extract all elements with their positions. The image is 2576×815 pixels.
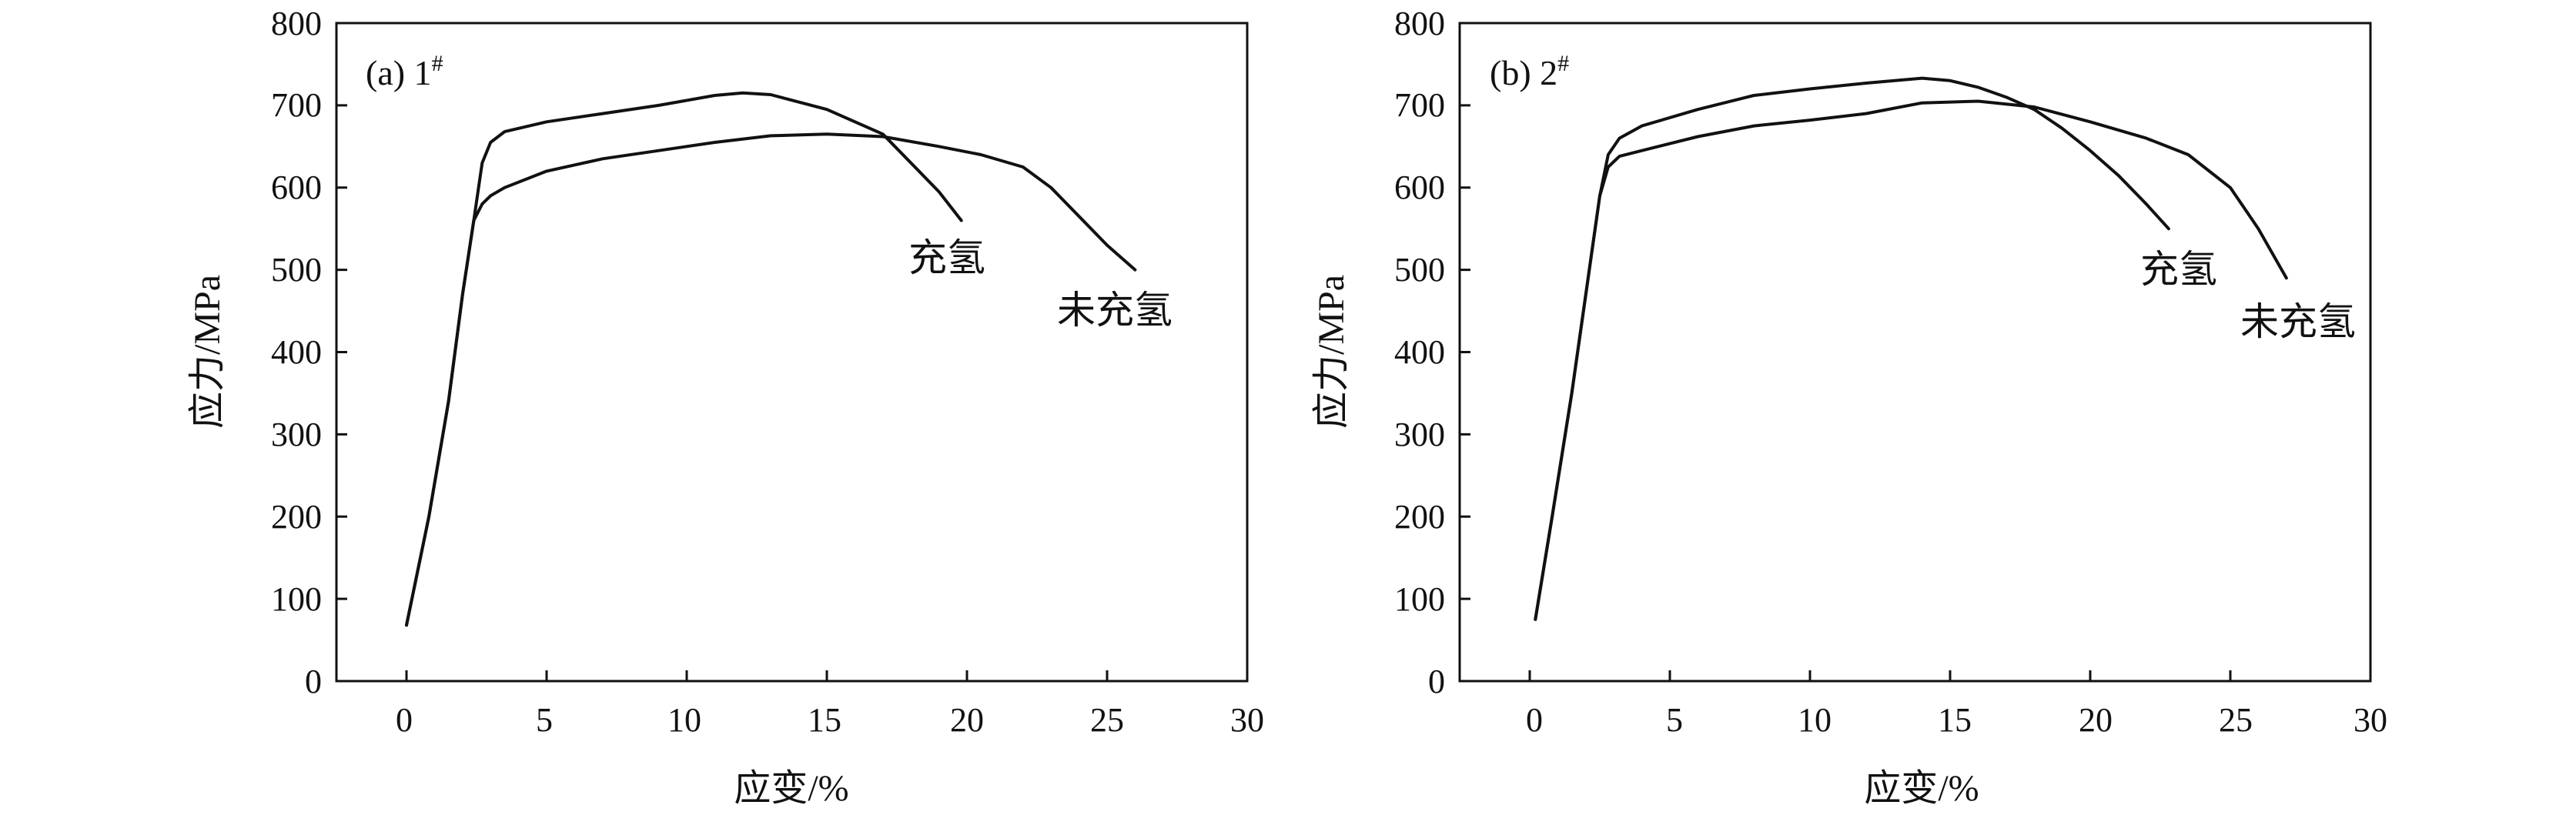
x-tick-label: 0	[396, 701, 413, 739]
y-tick-label: 400	[1394, 333, 1445, 371]
x-tick-label: 5	[1666, 701, 1683, 739]
y-tick-label: 800	[271, 5, 322, 42]
curve-label-uncharged-a: 未充氢	[1057, 288, 1173, 332]
y-tick-label: 300	[271, 416, 322, 453]
y-tick-label: 500	[1394, 251, 1445, 289]
x-tick-label: 15	[1938, 701, 1972, 739]
chart-panel-b: 0 100 200 300 400 500 600 700 800 0 5 10…	[1311, 5, 2387, 809]
y-axis-title-a: 应力/MPa	[187, 275, 228, 429]
series-group-a	[405, 91, 1137, 627]
plot-frame-a	[335, 22, 1249, 683]
y-tick-label: 0	[1428, 663, 1445, 700]
series-line	[405, 91, 963, 627]
panel-label-text: (a) 1	[366, 53, 432, 92]
y-tick-labels-b: 0 100 200 300 400 500 600 700 800	[1394, 5, 1445, 700]
x-tick-label: 20	[950, 701, 984, 739]
series-line	[405, 132, 1137, 627]
x-tick-label: 20	[2079, 701, 2113, 739]
x-tick-labels-b: 0 5 10 15 20 25 30	[1526, 701, 2387, 739]
x-tick-label: 5	[536, 701, 553, 739]
x-tick-label: 10	[1798, 701, 1832, 739]
series-line	[1534, 99, 2288, 621]
y-tick-label: 700	[271, 86, 322, 124]
series-group-b	[1534, 76, 2288, 621]
x-tick-labels-a: 0 5 10 15 20 25 30	[396, 701, 1264, 739]
panel-label-b: (b) 2#	[1490, 51, 1569, 92]
y-tick-label: 400	[271, 333, 322, 371]
curve-label-uncharged-b: 未充氢	[2240, 299, 2356, 344]
y-tick-label: 200	[271, 498, 322, 536]
curve-label-charged-a: 充氢	[908, 235, 985, 280]
x-tick-label: 15	[808, 701, 841, 739]
x-tick-label: 10	[667, 701, 701, 739]
y-tick-label: 600	[1394, 169, 1445, 206]
y-tick-label: 600	[271, 169, 322, 206]
curve-label-charged-b: 充氢	[2140, 247, 2217, 292]
series-line	[1534, 76, 2170, 621]
y-tick-label: 500	[271, 251, 322, 289]
y-tick-labels-a: 0 100 200 300 400 500 600 700 800	[271, 5, 322, 700]
x-tick-label: 25	[2219, 701, 2253, 739]
y-tick-label: 100	[271, 580, 322, 618]
x-tick-label: 0	[1526, 701, 1543, 739]
panel-label-sup: #	[432, 51, 443, 76]
axis-ticks-a	[336, 22, 1249, 683]
y-tick-label: 100	[1394, 580, 1445, 618]
chart-panel-a: 0 100 200 300 400 500 600 700 800 0 5 10…	[187, 5, 1264, 809]
y-axis-title-b: 应力/MPa	[1311, 275, 1352, 429]
y-tick-label: 300	[1394, 416, 1445, 453]
x-axis-title-a: 应变/%	[734, 768, 848, 809]
y-tick-label: 700	[1394, 86, 1445, 124]
axis-ticks-b	[1460, 22, 2372, 683]
x-tick-label: 30	[1230, 701, 1264, 739]
y-tick-label: 0	[305, 663, 322, 700]
panel-label-text: (b) 2	[1490, 53, 1557, 92]
x-tick-label: 25	[1090, 701, 1124, 739]
x-axis-title-b: 应变/%	[1864, 768, 1979, 809]
panel-label-sup: #	[1557, 51, 1569, 76]
y-tick-label: 800	[1394, 5, 1445, 42]
panel-label-a: (a) 1#	[366, 51, 443, 92]
x-tick-label: 30	[2354, 701, 2387, 739]
plot-frame-b	[1458, 22, 2372, 683]
y-tick-label: 200	[1394, 498, 1445, 536]
